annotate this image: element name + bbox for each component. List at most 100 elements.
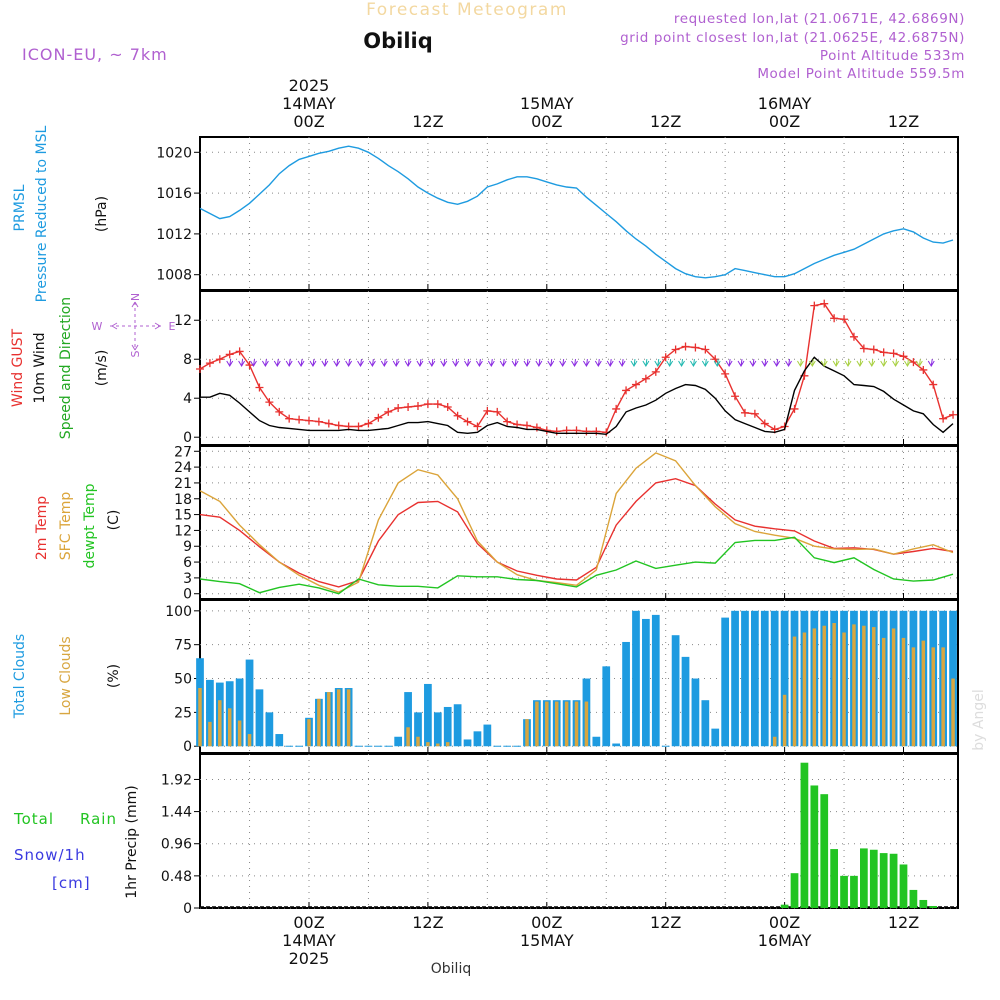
- low-cloud-bar: [564, 701, 569, 747]
- total-cloud-bar: [463, 739, 472, 747]
- gust-marker: [671, 345, 680, 354]
- low-cloud-bar: [842, 632, 846, 747]
- total-cloud-bar: [404, 692, 412, 747]
- model-altitude: Model Point Altitude 559.5m: [757, 66, 965, 82]
- y-tick-label: 12: [174, 313, 192, 329]
- gust-marker: [196, 364, 204, 373]
- gust-marker: [592, 427, 601, 436]
- y-tick-label: 6: [183, 555, 192, 571]
- wind-direction-arrow: [523, 358, 531, 368]
- y-tick-label: 1012: [156, 227, 192, 243]
- rain-bar: [899, 864, 908, 908]
- watermark: by Angel: [971, 689, 987, 750]
- gust-marker: [929, 380, 938, 389]
- gust-marker: [354, 422, 363, 431]
- wind-direction-arrow: [357, 358, 364, 368]
- y-tick-label: 0.96: [161, 837, 192, 853]
- wind-direction-arrow: [535, 358, 543, 368]
- gridpoint-coords: grid point closest lon,lat (21.0625E, 42…: [620, 30, 965, 46]
- total-cloud-bar: [602, 666, 611, 747]
- low-cloud-bar: [426, 742, 430, 747]
- time-label-bottom: 00Z: [293, 913, 324, 932]
- gust-marker: [522, 421, 531, 430]
- low-cloud-bar: [307, 719, 311, 747]
- gust-marker: [413, 402, 422, 411]
- rain-bar: [909, 889, 918, 908]
- low-cloud-bar: [862, 625, 866, 747]
- requested-coords: requested lon,lat (21.0671E, 42.6869N): [674, 11, 965, 27]
- gust-marker: [790, 404, 799, 413]
- gust-marker: [225, 350, 234, 359]
- low-cloud-bar: [218, 700, 222, 747]
- wind-direction-arrow: [273, 358, 281, 368]
- wind-direction-arrow: [250, 358, 257, 368]
- total-cloud-bar: [453, 704, 462, 747]
- wind-label-c: Speed and Direction: [58, 297, 74, 439]
- y-tick-label: 1020: [156, 145, 192, 161]
- y-tick-label: 1016: [156, 186, 192, 202]
- pressure-unit: (hPa): [94, 196, 110, 232]
- total-cloud-bar: [592, 736, 601, 747]
- low-cloud-bar: [327, 692, 331, 747]
- wind-direction-arrow: [773, 358, 781, 368]
- total-cloud-bar: [751, 610, 759, 747]
- time-label-top: 15MAY: [520, 94, 574, 113]
- wind-side-labels: Wind GUST 10m Wind Speed and Direction (…: [10, 293, 176, 439]
- total-cloud-bar: [414, 712, 422, 747]
- compass-east: E: [169, 320, 176, 333]
- y-tick-label: 0.48: [161, 869, 192, 885]
- time-label-top: 2025: [289, 76, 330, 95]
- gust-marker: [760, 419, 769, 428]
- wind-direction-arrow: [571, 358, 578, 368]
- wind-direction-arrow: [226, 358, 234, 368]
- precip-panel: 0 0.48 0.96 1.44 1.92: [161, 753, 959, 917]
- total-cloud-bar: [612, 743, 621, 747]
- gust-marker: [215, 355, 224, 364]
- total-cloud-bar: [483, 724, 492, 747]
- footer-location: Obiliq: [431, 961, 471, 977]
- rain-bar: [850, 875, 858, 908]
- gust-marker: [334, 421, 343, 430]
- gust-marker: [384, 407, 393, 416]
- low-cloud-bar: [535, 701, 539, 747]
- y-tick-label: 0: [183, 587, 192, 603]
- rain-bar: [889, 853, 898, 908]
- gust-marker: [830, 314, 839, 323]
- low-cloud-bar: [336, 689, 341, 747]
- total-cloud-bar: [721, 617, 730, 747]
- total-cloud-bar: [691, 678, 700, 747]
- y-tick-label: 100: [165, 604, 192, 620]
- wind-direction-arrow: [606, 358, 614, 368]
- low-cloud-bar: [881, 637, 886, 747]
- pressure-frame: [199, 136, 959, 291]
- wind-direction-arrow: [392, 358, 400, 368]
- wind-direction-arrow: [630, 358, 638, 368]
- gust-marker: [404, 402, 413, 411]
- cloud-side-labels: Total Clouds Low Clouds (%): [12, 634, 122, 719]
- rain-bar: [860, 848, 868, 908]
- wind-direction-arrow: [737, 358, 745, 368]
- rain-bar: [810, 785, 819, 908]
- gust-marker: [681, 342, 690, 351]
- wind-direction-arrow: [880, 358, 888, 368]
- gust-marker: [285, 414, 294, 423]
- total-cloud-bar: [275, 734, 284, 747]
- gust-marker: [443, 402, 452, 411]
- low-cloud-bar: [772, 736, 777, 747]
- total-cloud-bar: [394, 736, 403, 747]
- low-cloud-bar: [247, 734, 252, 747]
- wind-unit: (m/s): [94, 350, 110, 387]
- gust-marker: [651, 367, 660, 376]
- wind-direction-arrow: [654, 358, 662, 368]
- time-label-bottom: 16MAY: [758, 931, 812, 950]
- wind-direction-arrow: [844, 358, 852, 368]
- gust-marker: [493, 407, 502, 416]
- wind-direction-arrow: [904, 358, 911, 368]
- time-label-top: 12Z: [888, 112, 919, 131]
- low-cloud-bar: [911, 647, 916, 747]
- wind-direction-arrow: [238, 358, 246, 368]
- time-label-top: 16MAY: [758, 94, 812, 113]
- time-label-top: 12Z: [412, 112, 443, 131]
- low-cloud-bar: [554, 701, 559, 747]
